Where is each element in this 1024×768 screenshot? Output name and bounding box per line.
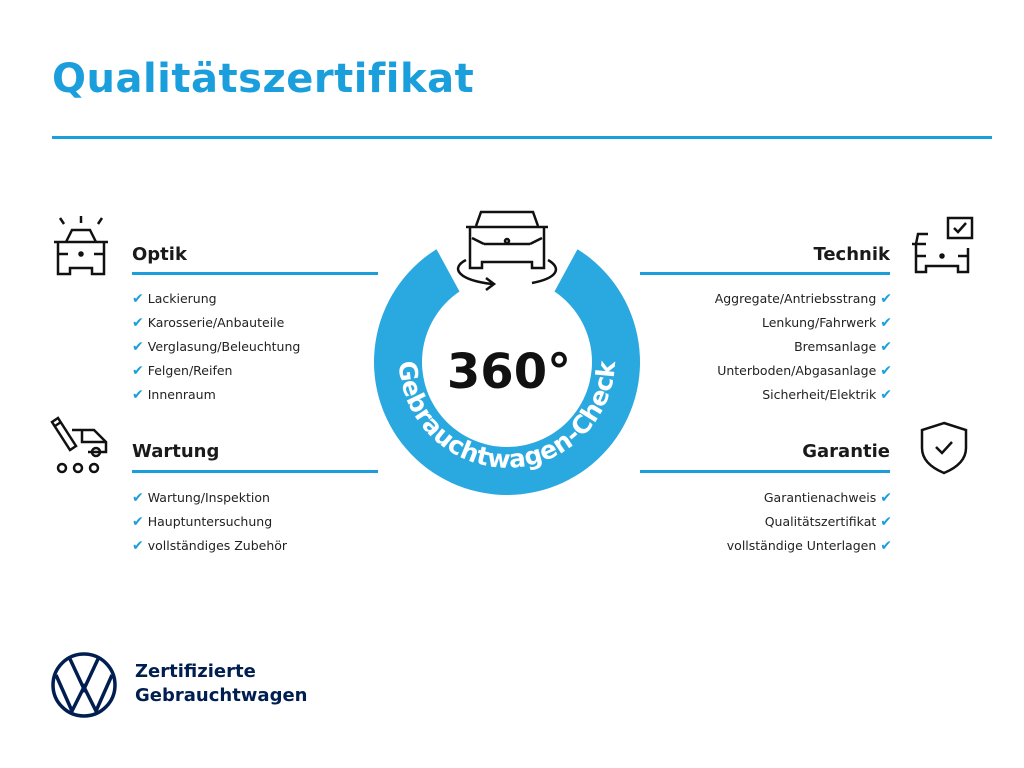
badge-ring — [374, 249, 641, 495]
wartung-list: ✔ Wartung/Inspektion ✔ Hauptuntersuchung ✔… — [132, 486, 287, 558]
check-icon: ✔ — [880, 291, 892, 307]
badge-number: 360° — [447, 344, 571, 400]
check-icon: ✔ — [132, 339, 144, 355]
list-item: ✔ Wartung/Inspektion — [132, 490, 270, 506]
shield-check-icon — [920, 421, 968, 475]
list-item: Unterboden/Abgasanlage ✔ — [717, 363, 892, 379]
list-item: ✔ Karosserie/Anbauteile — [132, 315, 285, 331]
optik-divider — [132, 272, 378, 275]
list-item: vollständige Unterlagen ✔ — [726, 538, 892, 554]
check-icon: ✔ — [132, 538, 144, 554]
check-icon: ✔ — [880, 363, 892, 379]
list-item: Garantienachweis ✔ — [763, 490, 892, 506]
section-heading-garantie: Garantie — [802, 441, 890, 462]
check-icon: ✔ — [132, 387, 144, 403]
vw-logo — [51, 652, 117, 718]
check-icon: ✔ — [132, 363, 144, 379]
list-item: Qualitätszertifikat ✔ — [764, 514, 892, 530]
list-item: ✔ Hauptuntersuchung — [132, 514, 273, 530]
list-item: ✔ vollständiges Zubehör — [132, 538, 288, 554]
list-item: Lenkung/Fahrwerk ✔ — [762, 315, 892, 331]
car-checkbox-icon — [912, 216, 974, 274]
technik-list: Aggregate/Antriebsstrang ✔ Lenkung/Fahrwe… — [715, 287, 892, 407]
car-rotate-icon — [456, 210, 558, 291]
list-item: ✔ Innenraum — [132, 387, 216, 403]
list-item: Sicherheit/Elektrik ✔ — [762, 387, 892, 403]
car-lights-icon — [54, 216, 108, 276]
check-icon: ✔ — [880, 339, 892, 355]
list-item: ✔ Verglasung/Beleuchtung — [132, 339, 301, 355]
title-divider — [52, 136, 992, 139]
garantie-divider — [640, 470, 890, 473]
check-icon: ✔ — [132, 490, 144, 506]
check-icon: ✔ — [880, 538, 892, 554]
check-icon: ✔ — [880, 315, 892, 331]
list-item: ✔ Lackierung — [132, 291, 217, 307]
list-item: ✔ Felgen/Reifen — [132, 363, 233, 379]
page-title: Qualitätszertifikat — [52, 56, 475, 102]
section-heading-optik: Optik — [132, 244, 187, 265]
wartung-divider — [132, 470, 378, 473]
list-item: Aggregate/Antriebsstrang ✔ — [714, 291, 892, 307]
optik-list: ✔ Lackierung ✔ Karosserie/Anbauteile ✔ Verg… — [132, 287, 300, 407]
service-van-icon — [50, 416, 108, 474]
check-icon: ✔ — [880, 387, 892, 403]
check-icon: ✔ — [132, 315, 144, 331]
check-icon: ✔ — [132, 291, 144, 307]
check-icon: ✔ — [132, 514, 144, 530]
section-heading-wartung: Wartung — [132, 441, 220, 462]
section-heading-technik: Technik — [813, 244, 890, 265]
garantie-list: Garantienachweis ✔ Qualitätszertifikat ✔ v… — [727, 486, 892, 558]
technik-divider — [640, 272, 890, 275]
list-item: Bremsanlage ✔ — [794, 339, 892, 355]
brand-text: Zertifizierte Gebrauchtwagen — [135, 661, 308, 706]
check-icon: ✔ — [880, 514, 892, 530]
check-icon: ✔ — [880, 490, 892, 506]
